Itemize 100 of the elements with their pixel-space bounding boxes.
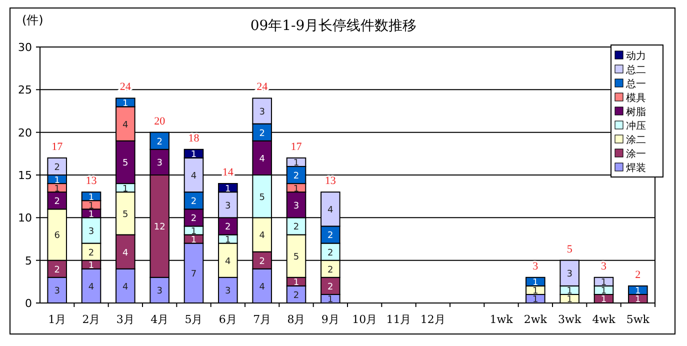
- y-tick-label: 5: [25, 254, 32, 268]
- data-label: 5: [259, 192, 265, 203]
- y-tick-label: 20: [18, 126, 32, 140]
- data-label: 2: [328, 282, 334, 292]
- x-tick-label: 6月: [218, 313, 237, 326]
- x-tick-label: 11月: [386, 313, 412, 326]
- data-label: 2: [259, 128, 265, 139]
- data-label: 3: [156, 158, 162, 169]
- total-label: 17: [52, 140, 64, 153]
- chart-title: 09年1-9月长停线件数推移: [250, 18, 417, 34]
- data-label: 4: [88, 282, 94, 292]
- data-label: 1: [122, 98, 128, 109]
- data-label: 2: [88, 248, 94, 258]
- total-label: 18: [188, 132, 200, 144]
- data-label: 2: [293, 222, 300, 233]
- total-label: 13: [86, 175, 98, 188]
- data-label: 3: [156, 286, 162, 297]
- total-label: 20: [154, 115, 166, 128]
- data-label: 12: [154, 222, 166, 233]
- data-label: 4: [122, 120, 129, 130]
- data-label: 1: [190, 150, 197, 160]
- data-label: 7: [190, 270, 197, 280]
- data-label: 1: [566, 286, 572, 297]
- legend-label: 树脂: [626, 106, 646, 118]
- data-label: 1: [225, 184, 231, 194]
- data-label: 1: [54, 184, 60, 194]
- data-label: 1: [635, 295, 641, 306]
- data-label: 1: [532, 286, 538, 297]
- data-label: 2: [190, 197, 197, 208]
- x-tick-label: 1wk: [490, 313, 514, 326]
- total-label: 3: [601, 260, 607, 272]
- x-tick-label: 3月: [116, 313, 134, 326]
- data-label: 3: [54, 286, 60, 297]
- data-label: 1: [88, 261, 94, 272]
- data-label: 2: [156, 137, 162, 148]
- total-label: 2: [635, 268, 641, 281]
- data-label: 3: [88, 226, 94, 237]
- data-label: 1: [88, 210, 94, 220]
- total-label: 5: [566, 243, 573, 256]
- legend-label: 模具: [626, 92, 646, 104]
- legend-label: 涂一: [626, 148, 646, 160]
- data-label: 6: [54, 231, 60, 242]
- data-label: 2: [190, 214, 197, 224]
- data-label: 2: [54, 162, 60, 173]
- total-label: 3: [532, 260, 539, 272]
- data-label: 2: [328, 265, 334, 276]
- data-label: 3: [225, 201, 231, 212]
- legend-label: 总一: [625, 78, 646, 90]
- data-label: 1: [293, 158, 300, 169]
- data-label: 1: [54, 176, 60, 186]
- data-label: 2: [328, 248, 334, 258]
- data-label: 4: [259, 231, 266, 242]
- data-label: 5: [122, 210, 128, 220]
- legend-label: 焊装: [626, 162, 646, 174]
- legend-label: 冲压: [626, 120, 646, 132]
- data-label: 1: [600, 286, 607, 297]
- x-tick-label: 10月: [352, 313, 378, 326]
- data-label: 4: [225, 256, 232, 267]
- data-label: 2: [259, 256, 265, 267]
- x-tick-label: 4月: [150, 313, 169, 326]
- data-label: 1: [635, 286, 641, 297]
- legend-label: 动力: [626, 50, 646, 62]
- data-label: 5: [293, 252, 300, 263]
- data-label: 4: [122, 282, 129, 292]
- x-tick-label: 12月: [420, 313, 446, 326]
- total-label: 13: [324, 175, 336, 188]
- data-label: 1: [190, 236, 197, 246]
- y-tick-label: 15: [18, 169, 32, 182]
- x-tick-label: 9月: [321, 313, 340, 326]
- data-label: 1: [88, 192, 94, 203]
- data-label: 4: [259, 282, 266, 292]
- total-label: 17: [290, 140, 302, 153]
- y-tick-label: 25: [18, 84, 32, 97]
- data-label: 1: [532, 278, 538, 288]
- data-label: 2: [293, 290, 300, 301]
- legend-label: 涂二: [626, 134, 646, 146]
- data-label: 1: [225, 236, 231, 246]
- data-label: 4: [190, 172, 197, 182]
- y-tick-label: 0: [25, 297, 32, 310]
- data-label: 2: [54, 197, 60, 208]
- x-tick-label: 7月: [253, 313, 272, 326]
- data-label: 2: [328, 231, 334, 242]
- data-label: 1: [600, 278, 607, 288]
- data-label: 5: [122, 158, 128, 169]
- x-tick-label: 2月: [82, 313, 100, 326]
- data-label: 1: [600, 295, 607, 306]
- data-label: 1: [293, 278, 300, 288]
- data-label: 1: [532, 295, 538, 306]
- x-tick-label: 5wk: [626, 313, 650, 326]
- data-label: 3: [566, 270, 572, 280]
- data-label: 2: [293, 172, 300, 182]
- data-label: 1: [566, 295, 572, 306]
- data-label: 2: [225, 222, 231, 233]
- data-label: 4: [122, 248, 129, 258]
- x-tick-label: 4wk: [592, 313, 616, 326]
- data-label: 3: [225, 286, 231, 297]
- y-axis-title: (件): [22, 13, 44, 27]
- data-label: 4: [328, 206, 334, 216]
- x-tick-label: 2wk: [524, 313, 548, 326]
- y-tick-label: 30: [18, 41, 32, 54]
